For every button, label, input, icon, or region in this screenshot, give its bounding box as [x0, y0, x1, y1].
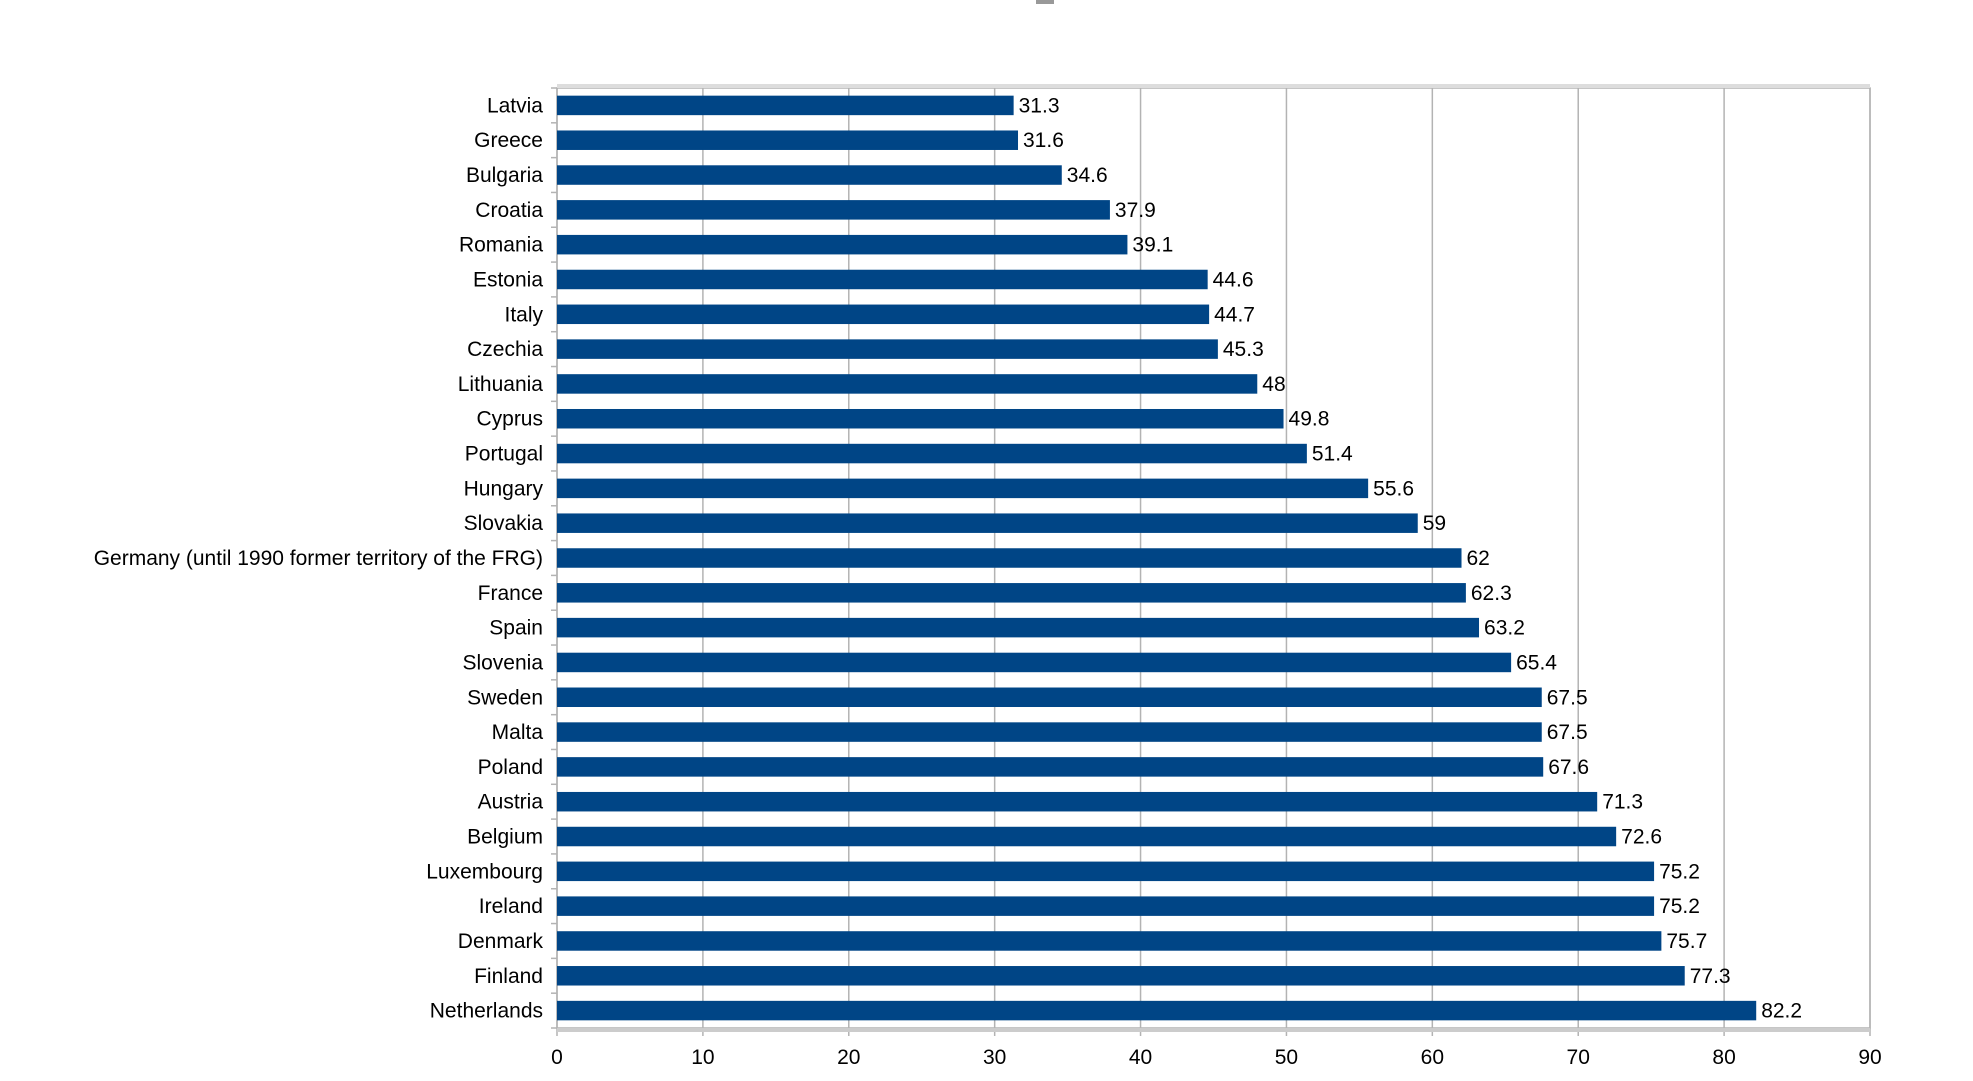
top-edge-mark	[1036, 0, 1054, 4]
category-label: Sweden	[467, 686, 543, 709]
x-tick-label: 80	[1712, 1046, 1735, 1069]
bar-poland	[557, 757, 1544, 777]
x-tick-label: 60	[1421, 1046, 1444, 1069]
category-label: Bulgaria	[466, 164, 543, 187]
data-label: 55.6	[1373, 477, 1414, 500]
bar-cyprus	[557, 408, 1284, 429]
data-label: 44.6	[1213, 268, 1254, 291]
x-tick-label: 50	[1275, 1046, 1298, 1069]
x-tick-label: 30	[983, 1046, 1006, 1069]
bar-portugal	[557, 443, 1307, 464]
category-label: Portugal	[465, 443, 543, 466]
bar-france	[557, 583, 1466, 603]
data-label: 75.7	[1666, 930, 1707, 953]
bar-spain	[557, 617, 1480, 638]
data-label: 62.3	[1471, 582, 1512, 605]
data-label: 65.4	[1516, 651, 1557, 674]
bar-ireland	[557, 896, 1655, 916]
bar-malta	[557, 722, 1542, 742]
data-label: 39.1	[1132, 234, 1173, 257]
category-label: Malta	[492, 721, 544, 744]
x-tick-label: 10	[691, 1046, 714, 1069]
category-label: Netherlands	[430, 1000, 543, 1023]
category-label: Austria	[478, 791, 544, 814]
category-label: Croatia	[475, 199, 543, 222]
bar-sweden	[557, 687, 1542, 708]
data-label: 31.3	[1019, 94, 1060, 117]
data-label: 37.9	[1115, 199, 1156, 222]
category-label: France	[478, 582, 543, 605]
category-label: Greece	[474, 129, 543, 152]
category-label: Hungary	[464, 477, 544, 500]
bar-czechia	[557, 339, 1218, 359]
data-label: 67.5	[1547, 686, 1588, 709]
bar-slovakia	[557, 513, 1418, 533]
data-label: 51.4	[1312, 443, 1353, 466]
category-label: Ireland	[479, 895, 543, 918]
bar-croatia	[557, 200, 1110, 220]
data-label: 75.2	[1659, 860, 1700, 883]
data-label: 82.2	[1761, 1000, 1802, 1023]
category-label: Lithuania	[458, 373, 544, 396]
data-label: 71.3	[1602, 791, 1643, 814]
bar-slovenia	[557, 652, 1512, 673]
x-tick-label: 90	[1858, 1046, 1881, 1069]
data-label: 63.2	[1484, 617, 1525, 640]
bar-latvia	[557, 95, 1014, 116]
category-label: Estonia	[473, 268, 543, 291]
category-label: Romania	[459, 234, 543, 257]
bar-germany	[557, 548, 1462, 568]
bar-netherlands	[557, 1000, 1757, 1021]
data-label: 77.3	[1690, 965, 1731, 988]
bar-italy	[557, 304, 1210, 325]
bar-denmark	[557, 931, 1662, 951]
category-label: Czechia	[467, 338, 543, 361]
bar-belgium	[557, 826, 1617, 847]
data-label: 67.6	[1548, 756, 1589, 779]
data-label: 59	[1423, 512, 1446, 535]
data-label: 67.5	[1547, 721, 1588, 744]
bar-estonia	[557, 269, 1208, 290]
x-tick-label: 0	[551, 1046, 563, 1069]
category-label: Finland	[474, 965, 543, 988]
data-label: 62	[1467, 547, 1490, 570]
bar-romania	[557, 234, 1128, 255]
category-label: Italy	[504, 303, 543, 326]
bar-lithuania	[557, 374, 1258, 394]
bar-bulgaria	[557, 165, 1062, 185]
data-label: 31.6	[1023, 129, 1064, 152]
bar-finland	[557, 966, 1685, 986]
x-tick-label: 70	[1567, 1046, 1590, 1069]
category-label: Cyprus	[476, 408, 543, 431]
category-label: Poland	[478, 756, 543, 779]
category-label: Germany (until 1990 former territory of …	[94, 547, 543, 570]
data-label: 72.6	[1621, 826, 1662, 849]
category-label: Slovenia	[462, 651, 543, 674]
bar-austria	[557, 791, 1598, 812]
data-label: 48	[1262, 373, 1285, 396]
category-label: Slovakia	[464, 512, 544, 535]
x-tick-label: 20	[837, 1046, 860, 1069]
category-label: Denmark	[458, 930, 544, 953]
data-label: 34.6	[1067, 164, 1108, 187]
category-label: Luxembourg	[426, 860, 543, 883]
category-label: Latvia	[487, 94, 543, 117]
category-label: Belgium	[467, 826, 543, 849]
bar-luxembourg	[557, 861, 1655, 882]
x-tick-label: 40	[1129, 1046, 1152, 1069]
bar-hungary	[557, 478, 1369, 499]
data-label: 45.3	[1223, 338, 1264, 361]
bar-greece	[557, 130, 1019, 150]
data-label: 49.8	[1289, 408, 1330, 431]
data-label: 44.7	[1214, 303, 1255, 326]
data-label: 75.2	[1659, 895, 1700, 918]
category-label: Spain	[489, 617, 543, 640]
